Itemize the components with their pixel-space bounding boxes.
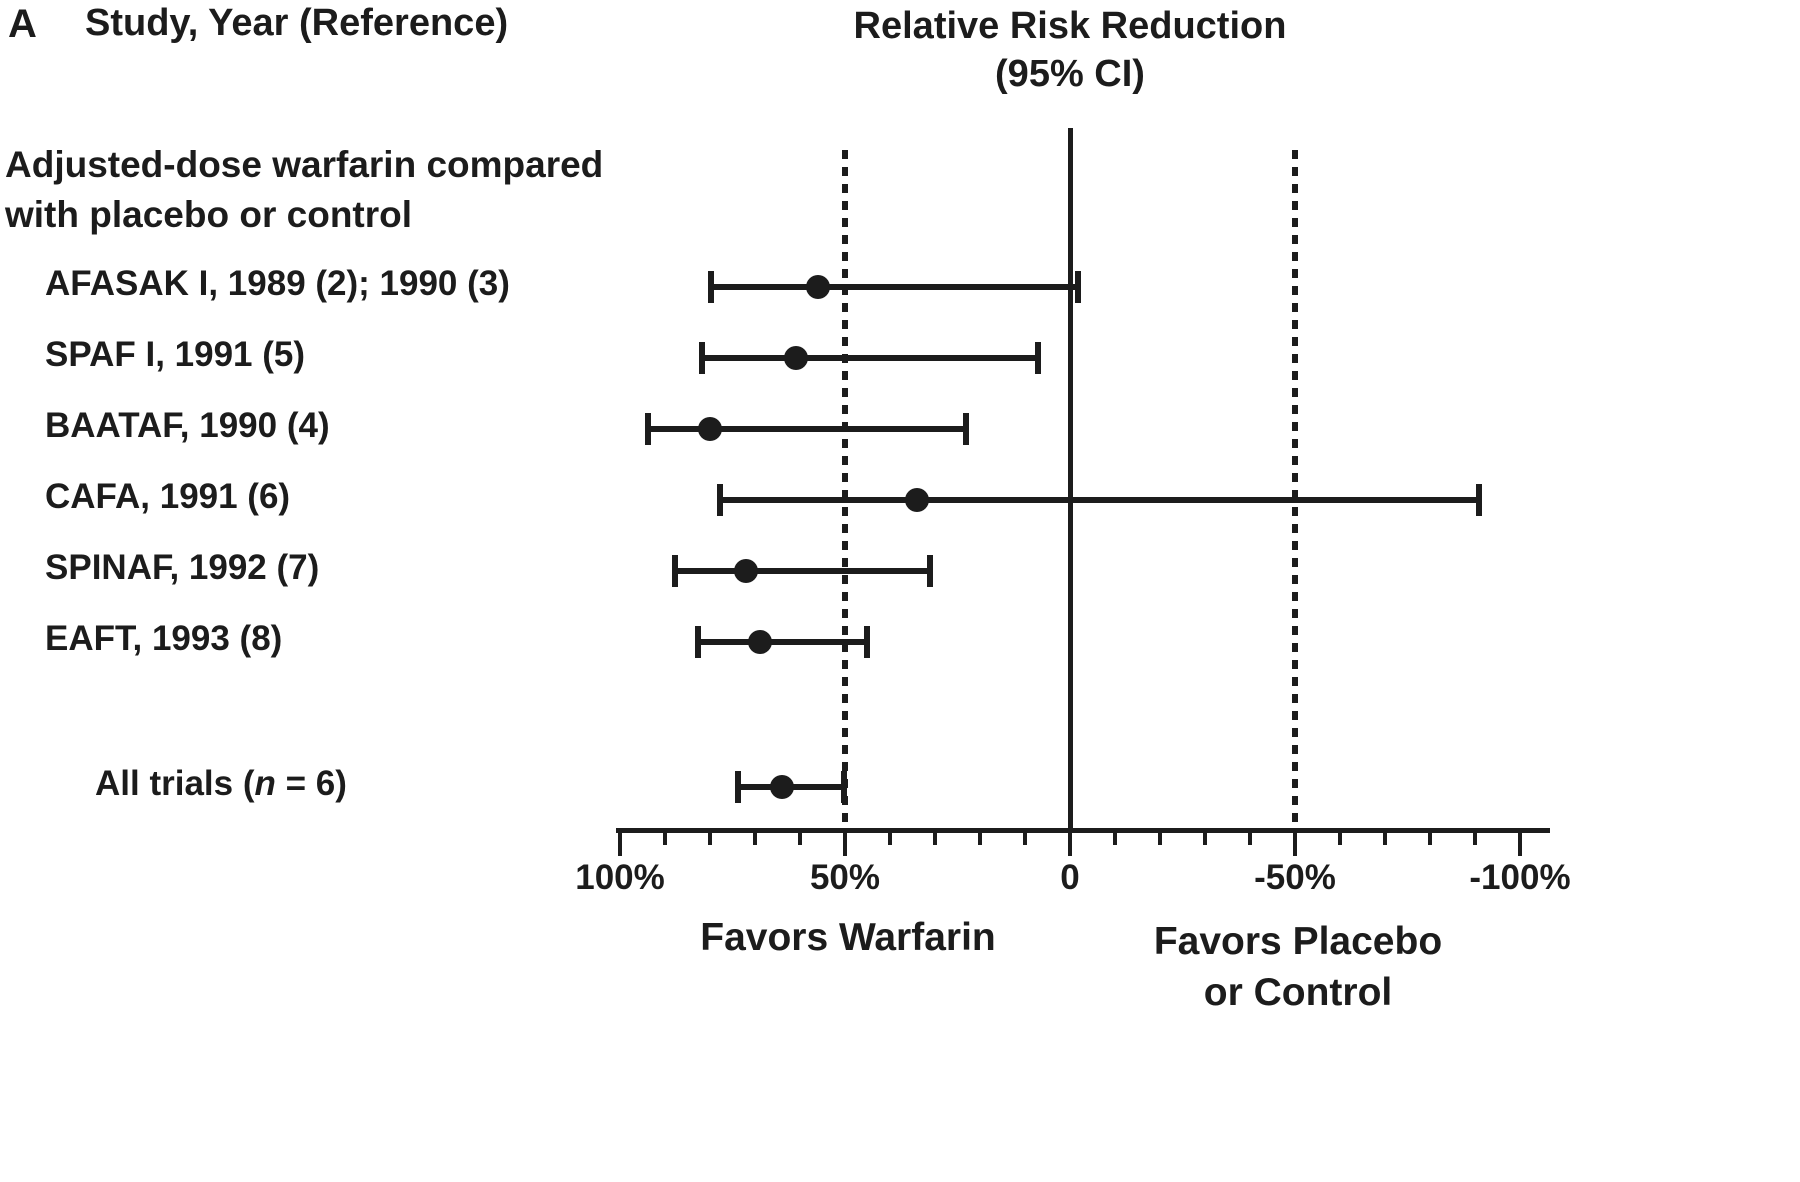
x-axis-line	[616, 828, 1550, 833]
x-axis-minor-tick	[978, 831, 982, 845]
x-axis-major-tick	[1518, 831, 1522, 856]
favors-placebo-label: Favors Placebo or Control	[1108, 916, 1488, 1018]
x-axis-tick-label: -50%	[1254, 858, 1336, 897]
study-4-ci-line	[674, 568, 931, 574]
study-3-ci-cap-right	[1475, 484, 1482, 516]
study-5-ci-cap-right	[863, 626, 870, 658]
reference-line-50	[842, 150, 848, 830]
study-0-ci-line	[710, 284, 1079, 290]
x-axis-minor-tick	[1473, 831, 1477, 845]
study-label: EAFT, 1993 (8)	[45, 619, 283, 658]
study-0-point-estimate	[806, 275, 830, 299]
favors-warfarin-label: Favors Warfarin	[700, 916, 996, 959]
study-label: SPAF I, 1991 (5)	[45, 335, 306, 374]
x-axis-minor-tick	[1248, 831, 1252, 845]
x-axis-major-tick	[618, 831, 622, 856]
study-1-ci-cap-right	[1034, 342, 1041, 374]
x-axis-minor-tick	[663, 831, 667, 845]
zero-reference-line	[1068, 128, 1073, 830]
study-2-ci-line	[647, 426, 967, 432]
summary-point-estimate	[770, 775, 794, 799]
x-axis-major-tick	[843, 831, 847, 856]
x-axis-minor-tick	[1158, 831, 1162, 845]
study-column-header: Study, Year (Reference)	[85, 2, 509, 44]
x-axis-tick-label: 50%	[809, 858, 881, 897]
x-axis-minor-tick	[1113, 831, 1117, 845]
panel-label: A	[8, 2, 37, 46]
group-label-line1: Adjusted-dose warfarin compared	[5, 144, 604, 185]
group-label-line2: with placebo or control	[5, 194, 413, 235]
study-label: SPINAF, 1992 (7)	[45, 548, 320, 587]
summary-ci-cap-left	[735, 771, 741, 803]
summary-label: All trials (n = 6)	[95, 764, 347, 804]
study-2-ci-cap-right	[962, 413, 969, 445]
x-axis-minor-tick	[798, 831, 802, 845]
study-4-point-estimate	[734, 559, 758, 583]
study-0-ci-cap-right	[1075, 271, 1081, 303]
x-axis-minor-tick	[708, 831, 712, 845]
x-axis-minor-tick	[753, 831, 757, 845]
x-axis-major-tick	[1068, 831, 1072, 856]
x-axis-minor-tick	[933, 831, 937, 845]
x-axis-minor-tick	[1338, 831, 1342, 845]
study-4-ci-cap-right	[926, 555, 933, 587]
study-0-ci-cap-left	[708, 271, 714, 303]
plot-title-line2: (95% CI)	[995, 53, 1145, 95]
study-label: AFASAK I, 1989 (2); 1990 (3)	[45, 264, 510, 303]
x-axis-minor-tick	[1203, 831, 1207, 845]
study-label: BAATAF, 1990 (4)	[45, 406, 330, 445]
x-axis-minor-tick	[1023, 831, 1027, 845]
x-axis-minor-tick	[1428, 831, 1432, 845]
plot-title: Relative Risk Reduction (95% CI)	[820, 2, 1320, 98]
x-axis-minor-tick	[1383, 831, 1387, 845]
x-axis-major-tick	[1293, 831, 1297, 856]
plot-title-line1: Relative Risk Reduction	[853, 5, 1287, 47]
x-axis-tick-label: 100%	[575, 858, 665, 897]
study-5-ci-line	[696, 639, 868, 645]
x-axis-minor-tick	[888, 831, 892, 845]
summary-label-n: n	[254, 764, 276, 803]
group-label: Adjusted-dose warfarin compared with pla…	[5, 140, 603, 240]
study-2-point-estimate	[698, 417, 722, 441]
study-3-ci-line	[719, 497, 1480, 503]
summary-label-suffix: = 6)	[275, 764, 347, 803]
study-4-ci-cap-left	[672, 555, 678, 587]
study-3-ci-cap-left	[717, 484, 723, 516]
reference-line--50	[1292, 150, 1298, 830]
study-5-ci-cap-left	[694, 626, 701, 658]
x-axis-tick-label: -100%	[1469, 858, 1571, 897]
summary-label-prefix: All trials (	[95, 764, 255, 803]
study-1-ci-cap-left	[699, 342, 705, 374]
favors-placebo-line1: Favors Placebo	[1153, 920, 1443, 963]
favors-placebo-line2: or Control	[1203, 971, 1393, 1014]
study-1-ci-line	[701, 355, 1039, 361]
x-axis-tick-label: 0	[1060, 858, 1080, 897]
summary-ci-cap-right	[841, 771, 847, 803]
study-5-point-estimate	[747, 630, 772, 654]
study-1-point-estimate	[783, 346, 808, 370]
study-3-point-estimate	[905, 488, 929, 512]
study-2-ci-cap-left	[645, 413, 651, 445]
study-label: CAFA, 1991 (6)	[45, 477, 291, 516]
